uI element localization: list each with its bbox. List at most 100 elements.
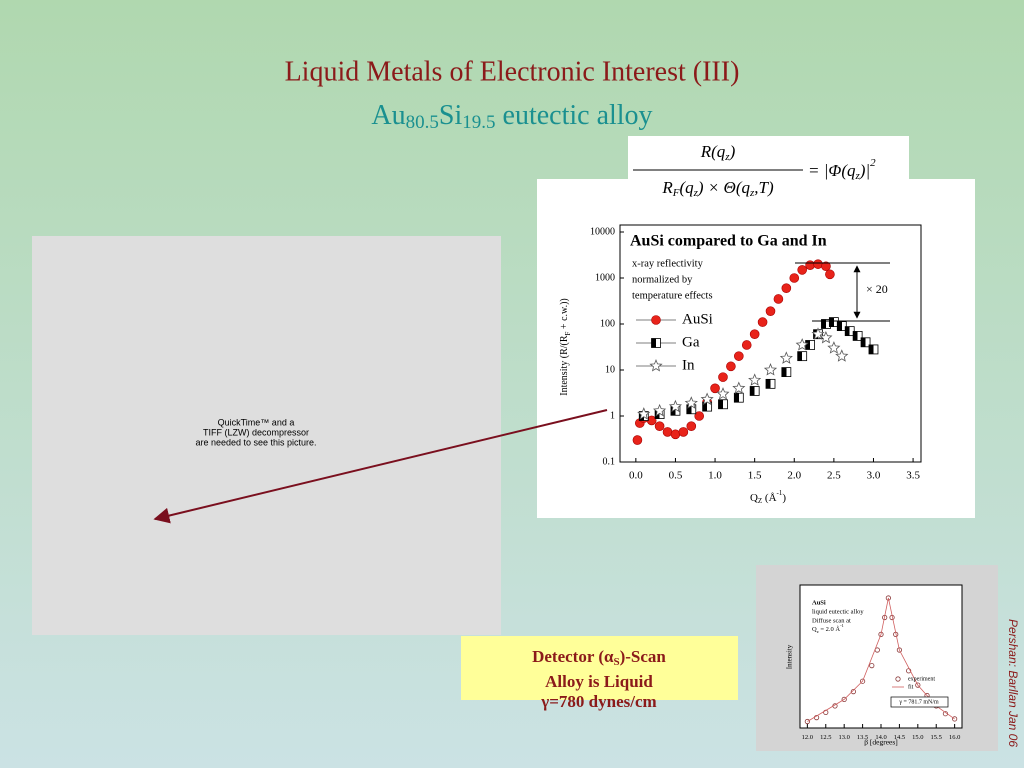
callout-box xyxy=(461,636,738,700)
data-point xyxy=(804,718,810,725)
formula: R(qz) RF(qz) × Θ(qz,T) = |Φ(qz)|2 xyxy=(633,142,876,199)
inset-chart: 12.0 12.5 13.0 13.5 14.0 14.5 15.0 15.5 16.0 AuSi… xyxy=(786,584,963,747)
inset-note: AuSi xyxy=(812,599,826,606)
formula-part: = |Φ(q xyxy=(808,161,856,180)
data-point xyxy=(678,427,689,437)
data-point xyxy=(637,407,651,420)
y-tick-label: 10000 xyxy=(590,226,615,237)
x-axis-label: β [degrees] xyxy=(864,738,898,747)
label-part: F xyxy=(564,331,572,335)
x-tick-label: 3.0 xyxy=(867,470,881,482)
chart-note: x-ray reflectivity xyxy=(632,258,704,269)
data-point xyxy=(805,260,815,270)
data-point xyxy=(805,340,816,350)
data-point xyxy=(859,678,866,684)
x-tick-label: 13.5 xyxy=(857,734,868,741)
data-point xyxy=(868,344,879,355)
data-point xyxy=(813,259,823,269)
data-point xyxy=(710,383,720,394)
label-part: -1 xyxy=(840,623,844,628)
data-point xyxy=(819,330,833,344)
data-point xyxy=(797,351,808,362)
x-tick-label: 16.0 xyxy=(949,734,960,741)
x-tick-label: 1.0 xyxy=(708,470,722,482)
x-tick-label: 0.0 xyxy=(629,470,643,482)
callout-part: Detector ( xyxy=(532,647,604,666)
formula-denominator: RF(qz) × Θ(qz,T) xyxy=(661,178,774,199)
data-point xyxy=(789,273,800,283)
data-point xyxy=(700,392,714,405)
data-point xyxy=(763,363,778,376)
data-point xyxy=(896,647,903,653)
annotation: × 20 xyxy=(866,282,888,296)
subtitle-part: eutectic alloy xyxy=(496,100,653,131)
callout-part: α xyxy=(604,647,614,666)
data-point xyxy=(825,269,835,280)
main-chart: 0.0 0.5 1.0 1.5 2.0 2.5 3.0 3.5 0.1 1 10 100 1000 100… xyxy=(559,224,922,505)
data-point xyxy=(718,399,728,410)
data-point xyxy=(732,381,746,394)
formula-sub: z xyxy=(693,187,699,199)
label-part: + c.w.)) xyxy=(559,298,570,331)
slide-title: Liquid Metals of Electronic Interest (II… xyxy=(285,56,740,87)
data-point xyxy=(885,595,891,601)
legend-label: In xyxy=(682,357,695,373)
formula-sub: z xyxy=(855,170,861,182)
x-tick-label: 0.5 xyxy=(669,470,683,482)
axis-label: Qz = 2.0 Å-1 xyxy=(812,623,844,634)
legend-marker xyxy=(651,315,661,325)
formula-sub: z xyxy=(724,151,730,163)
x-tick-label: 2.5 xyxy=(827,470,841,482)
y-axis-label: Intensity xyxy=(786,644,794,669)
label-part: Q xyxy=(812,626,817,633)
x-tick-label: 1.5 xyxy=(748,470,762,482)
chart-note: temperature effects xyxy=(632,290,713,301)
subtitle-part: Si xyxy=(439,100,463,131)
data-point xyxy=(716,387,730,400)
label-part: Intensity (R/(R xyxy=(559,335,570,396)
x-tick-label: 13.0 xyxy=(838,734,849,741)
x-tick-label: 12.0 xyxy=(802,734,813,741)
label-part: Z xyxy=(758,497,762,505)
label-part: (Å xyxy=(762,492,776,504)
axis-label: QZ (Å-1) xyxy=(750,489,786,505)
formula-part: (q xyxy=(679,178,694,197)
placeholder-text: are needed to see this picture. xyxy=(195,437,316,447)
x-tick-label: 15.5 xyxy=(931,734,942,741)
data-point xyxy=(757,317,768,327)
formula-sub: F xyxy=(672,187,680,199)
callout-line: γ=780 dynes/cm xyxy=(540,692,656,711)
data-point xyxy=(632,435,643,445)
chart-note: normalized by xyxy=(632,274,693,285)
inset-note: liquid eutectic alloy xyxy=(812,608,864,615)
y-tick-label: 10 xyxy=(605,364,615,375)
formula-part: ,T) xyxy=(754,178,774,197)
fit-box xyxy=(890,696,949,708)
data-point xyxy=(821,261,831,272)
data-point xyxy=(773,294,784,304)
data-point xyxy=(841,696,847,703)
x-tick-label: 15.0 xyxy=(912,734,923,741)
formula-part: R(q xyxy=(700,142,726,161)
data-point xyxy=(779,351,793,364)
data-point xyxy=(653,403,667,417)
label-part: Q xyxy=(750,492,758,504)
chart-title: AuSi compared to Ga and In xyxy=(630,233,827,250)
y-tick-label: 1000 xyxy=(595,272,615,283)
pointer-arrow xyxy=(153,409,608,524)
data-point xyxy=(860,337,871,348)
callout-sub: S xyxy=(613,656,619,668)
formula-rhs: = |Φ(qz)|2 xyxy=(808,157,876,182)
x-tick-label: 12.5 xyxy=(820,734,831,741)
legend-marker xyxy=(895,676,901,682)
data-point xyxy=(869,662,875,669)
x-tick-label: 3.5 xyxy=(906,470,920,482)
slide-subtitle: Au80.5Si19.5 eutectic alloy xyxy=(371,100,652,133)
formula-box xyxy=(628,136,909,200)
subtitle-sub: 80.5 xyxy=(406,112,439,133)
data-point xyxy=(835,349,849,362)
y-tick-label: 1 xyxy=(610,410,615,421)
data-point xyxy=(734,351,744,361)
